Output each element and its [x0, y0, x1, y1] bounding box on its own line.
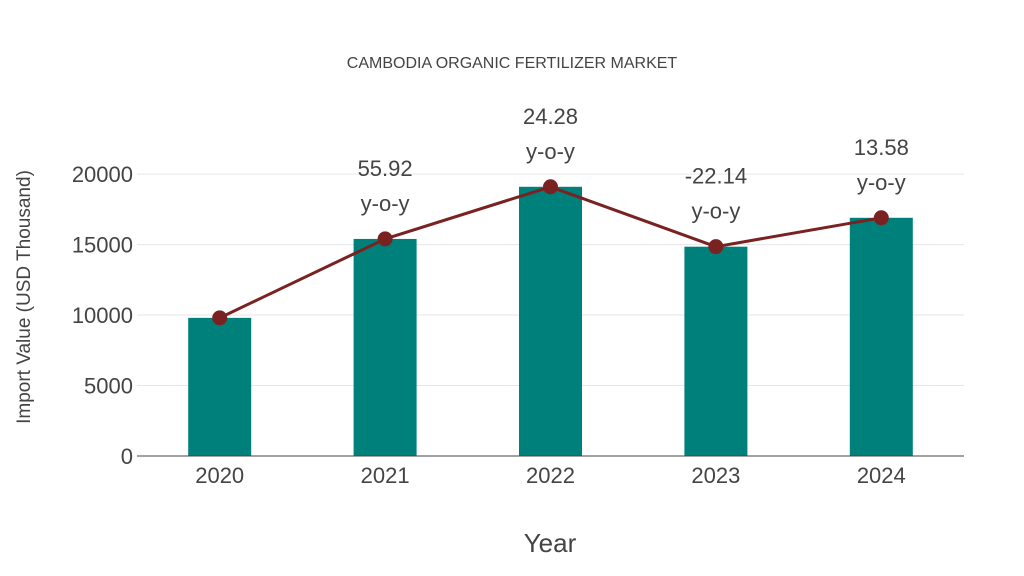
trend-point-2020 — [212, 310, 228, 326]
y-axis-ticks: 0 5000 10000 15000 20000 — [72, 162, 133, 469]
y-tick-label: 15000 — [72, 233, 133, 258]
x-tick-label: 2022 — [526, 463, 575, 488]
bar-2021 — [353, 238, 417, 456]
yoy-value: -22.14 — [685, 164, 747, 189]
yoy-suffix: y-o-y — [691, 199, 740, 224]
x-tick-label: 2024 — [857, 463, 906, 488]
trend-line — [212, 179, 889, 326]
x-axis-label: Year — [524, 528, 577, 558]
y-tick-label: 5000 — [84, 374, 133, 399]
yoy-annotations: 55.92 y-o-y 24.28 y-o-y -22.14 y-o-y 13.58 y-o-… — [358, 104, 909, 224]
bar-2022 — [519, 186, 582, 456]
x-axis-ticks: 2020 2021 2022 2023 2024 — [195, 463, 906, 488]
x-tick-label: 2020 — [195, 463, 244, 488]
bar-2024 — [849, 217, 913, 456]
bars — [188, 186, 913, 456]
y-tick-label: 10000 — [72, 303, 133, 328]
trend-point-2024 — [873, 210, 889, 226]
trend-point-2022 — [543, 179, 558, 195]
bar-2023 — [684, 246, 748, 456]
trend-point-2023 — [708, 239, 724, 255]
yoy-suffix: y-o-y — [857, 170, 906, 195]
trend-point-2021 — [377, 231, 393, 247]
yoy-suffix: y-o-y — [361, 191, 410, 216]
y-axis-label: Import Value (USD Thousand) — [14, 170, 35, 424]
yoy-value: 55.92 — [358, 156, 413, 181]
x-tick-label: 2021 — [361, 463, 410, 488]
yoy-value: 24.28 — [523, 104, 578, 129]
y-tick-label: 0 — [121, 444, 133, 469]
yoy-value: 13.58 — [854, 135, 909, 160]
chart-title: CAMBODIA ORGANIC FERTILIZER MARKET — [347, 55, 678, 72]
y-tick-label: 20000 — [72, 162, 133, 187]
bar-2020 — [188, 317, 252, 456]
x-tick-label: 2023 — [691, 463, 740, 488]
yoy-suffix: y-o-y — [526, 139, 575, 164]
